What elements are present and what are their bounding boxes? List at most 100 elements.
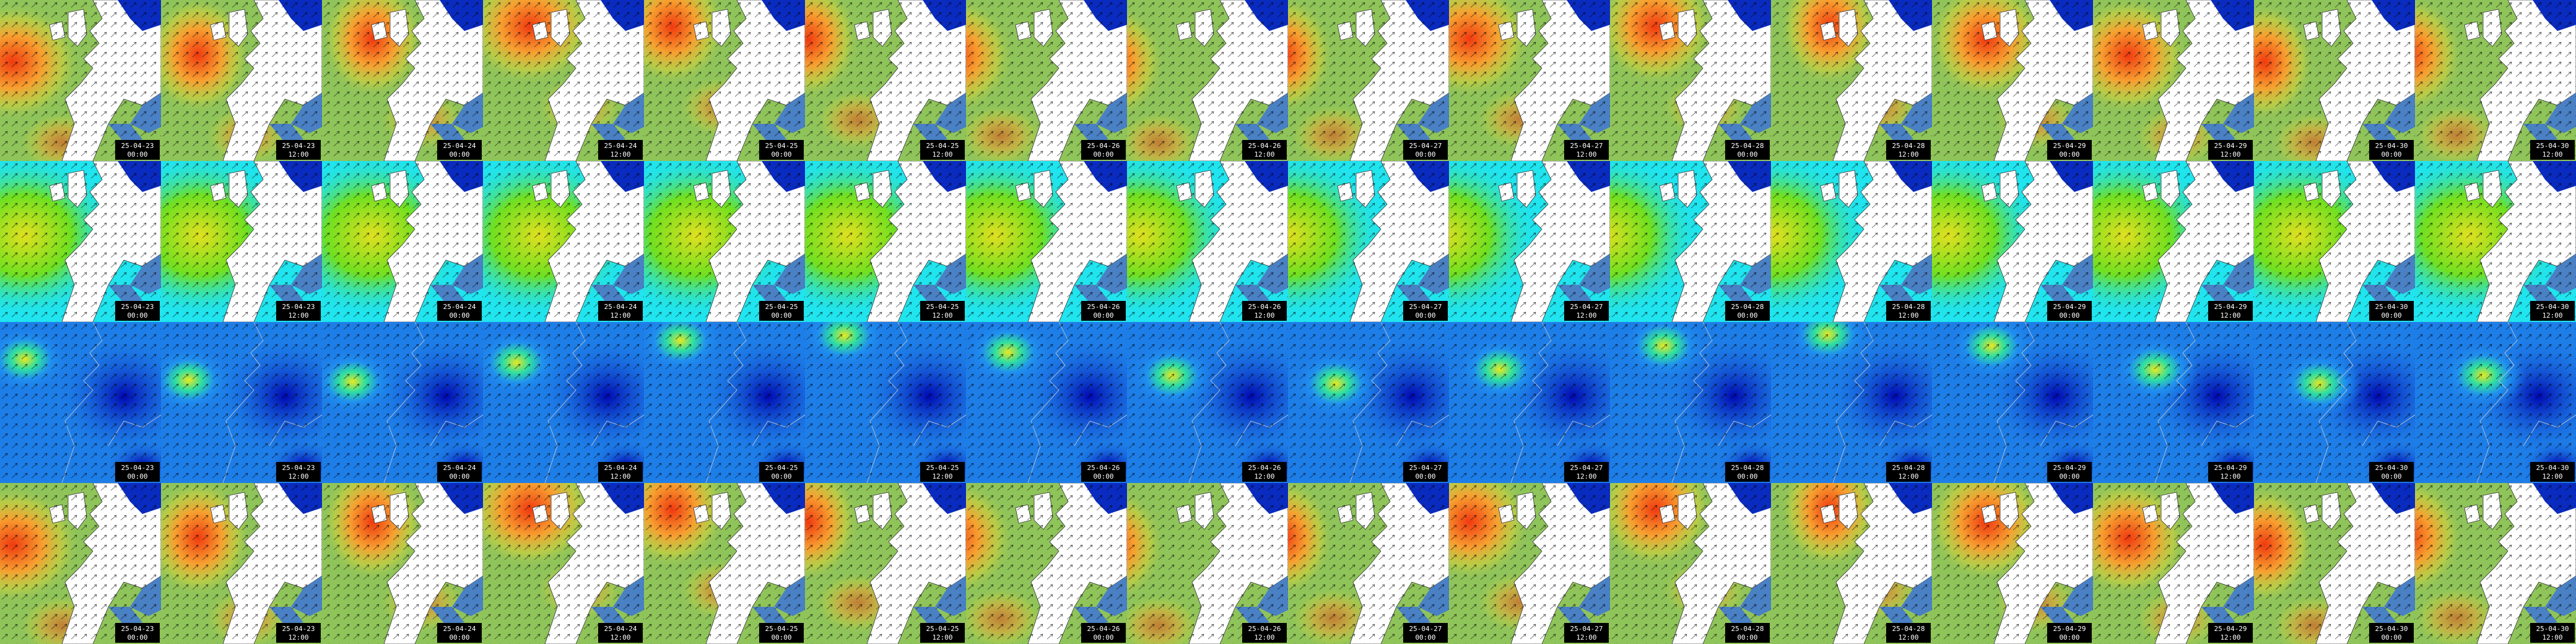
label-box	[1081, 140, 1126, 160]
map-content	[805, 483, 966, 644]
time-label: 00:00	[1093, 472, 1113, 481]
map-content	[966, 0, 1127, 161]
map-content	[1449, 322, 1610, 483]
date-label: 25-04-30	[2536, 303, 2569, 311]
wind-arrows	[644, 322, 805, 483]
label-box	[115, 301, 160, 321]
time-label: 00:00	[1093, 633, 1113, 642]
time-label: 00:00	[1737, 150, 1757, 159]
map-content	[322, 161, 483, 322]
wind-arrows	[483, 161, 644, 322]
label-box	[1886, 301, 1931, 321]
wind-arrows	[1127, 483, 1288, 644]
time-label: 12:00	[1254, 472, 1274, 481]
wind-arrows	[322, 322, 483, 483]
date-label: 25-04-27	[1409, 464, 1442, 472]
label-box	[276, 301, 321, 321]
date-label: 25-04-25	[765, 303, 798, 311]
label-box	[1242, 462, 1287, 482]
map-content	[1288, 0, 1449, 161]
time-label: 00:00	[449, 311, 469, 320]
wind-arrows	[1771, 322, 1932, 483]
wind-arrows	[1127, 0, 1288, 161]
time-label: 00:00	[2381, 633, 2401, 642]
map-content	[2093, 161, 2254, 322]
time-label: 00:00	[127, 472, 147, 481]
label-box	[437, 140, 482, 160]
label-box	[1886, 462, 1931, 482]
time-label: 00:00	[449, 472, 469, 481]
wind-arrows	[0, 483, 161, 644]
time-label: 00:00	[2059, 311, 2079, 320]
date-label: 25-04-29	[2053, 464, 2086, 472]
label-box	[1886, 140, 1931, 160]
date-label: 25-04-24	[443, 625, 476, 633]
date-label: 25-04-28	[1731, 303, 1764, 311]
wind-arrows	[483, 322, 644, 483]
date-label: 25-04-26	[1248, 464, 1281, 472]
time-label: 00:00	[1737, 633, 1757, 642]
wind-arrows	[1932, 483, 2093, 644]
map-content	[1771, 0, 1932, 161]
map-content	[2254, 0, 2415, 161]
label-box	[2208, 623, 2253, 643]
label-box	[1403, 140, 1448, 160]
date-label: 25-04-24	[604, 303, 637, 311]
map-content	[966, 322, 1127, 483]
date-label: 25-04-29	[2053, 142, 2086, 150]
date-label: 25-04-30	[2536, 625, 2569, 633]
time-label: 12:00	[2542, 472, 2562, 481]
map-content	[2415, 161, 2576, 322]
date-label: 25-04-25	[765, 464, 798, 472]
map-content	[1771, 161, 1932, 322]
date-label: 25-04-27	[1570, 625, 1603, 633]
time-label: 00:00	[2381, 311, 2401, 320]
map-content	[805, 161, 966, 322]
wind-arrows	[644, 483, 805, 644]
time-label: 00:00	[1093, 150, 1113, 159]
time-label: 12:00	[1898, 311, 1918, 320]
wind-arrows	[1449, 322, 1610, 483]
date-label: 25-04-24	[443, 464, 476, 472]
date-label: 25-04-25	[926, 142, 959, 150]
time-label: 12:00	[2542, 150, 2562, 159]
time-label: 12:00	[2220, 633, 2240, 642]
label-box	[2369, 140, 2414, 160]
time-label: 00:00	[1415, 472, 1435, 481]
wind-arrows	[322, 0, 483, 161]
wind-arrows	[2415, 161, 2576, 322]
map-content	[805, 0, 966, 161]
wind-arrows	[2254, 0, 2415, 161]
date-label: 25-04-28	[1892, 625, 1925, 633]
date-label: 25-04-26	[1087, 464, 1120, 472]
label-box	[1886, 623, 1931, 643]
wind-arrows	[161, 483, 322, 644]
wind-arrows	[2415, 0, 2576, 161]
wind-arrows	[966, 161, 1127, 322]
label-box	[1242, 301, 1287, 321]
map-content	[1610, 161, 1771, 322]
map-content	[1610, 322, 1771, 483]
label-box	[1725, 140, 1770, 160]
date-label: 25-04-25	[926, 625, 959, 633]
date-label: 25-04-28	[1892, 142, 1925, 150]
label-box	[2047, 462, 2092, 482]
time-label: 00:00	[771, 150, 791, 159]
